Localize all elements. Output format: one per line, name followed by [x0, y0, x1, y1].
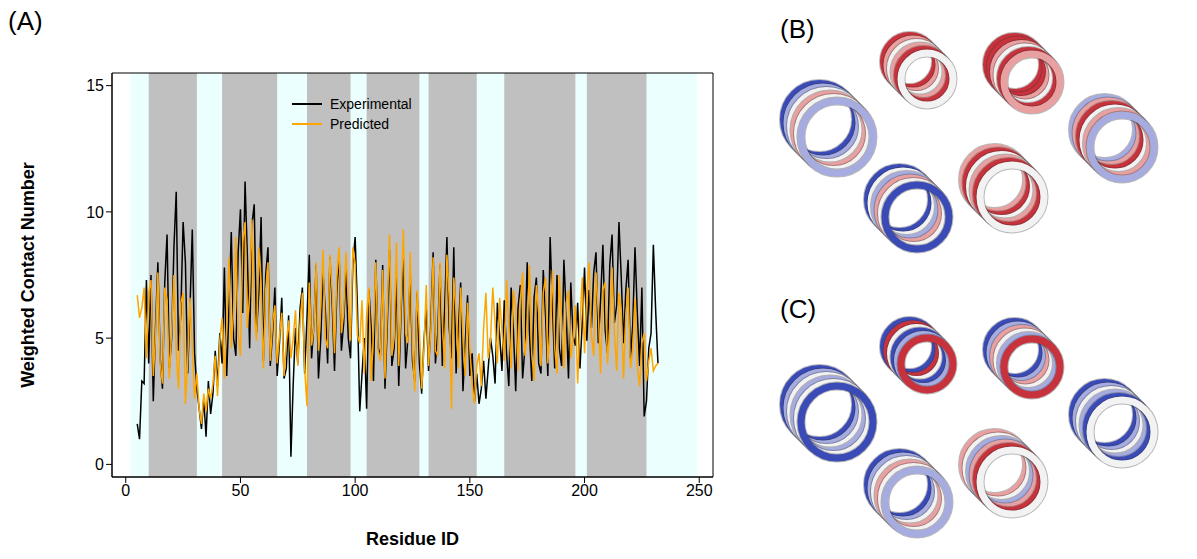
html-text:Predicted: Predicted: [330, 116, 390, 132]
svg-text:(B): (B): [780, 14, 815, 44]
html-text:Experimental: Experimental: [330, 96, 412, 112]
html-text:(A): (A): [8, 6, 43, 36]
svg-text:15: 15: [86, 77, 104, 94]
svg-text:0: 0: [121, 482, 130, 499]
svg-text:100: 100: [342, 482, 369, 499]
svg-text:250: 250: [686, 482, 713, 499]
svg-text:200: 200: [571, 482, 598, 499]
svg-text:10: 10: [86, 204, 104, 221]
svg-text:50: 50: [232, 482, 250, 499]
svg-text:0: 0: [95, 456, 104, 473]
svg-text:Residue ID: Residue ID: [366, 529, 459, 549]
svg-text:150: 150: [456, 482, 483, 499]
svg-text:Weighted Contact Number: Weighted Contact Number: [18, 162, 38, 388]
svg-text:(C): (C): [780, 294, 816, 324]
svg-text:5: 5: [95, 330, 104, 347]
